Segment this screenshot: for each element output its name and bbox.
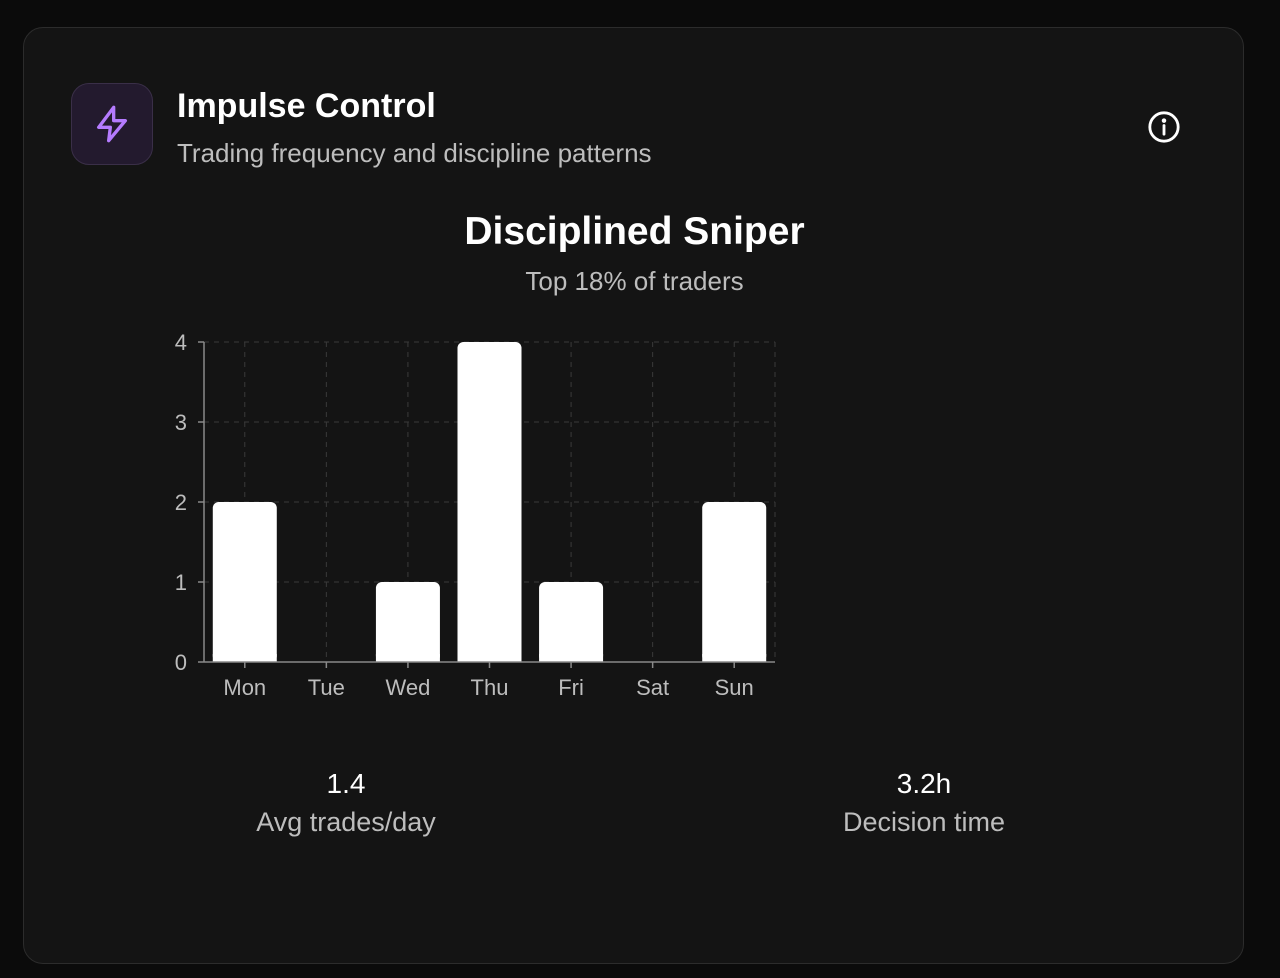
x-tick-label: Sat <box>636 675 669 700</box>
x-tick-label: Tue <box>308 675 345 700</box>
x-tick-label: Mon <box>223 675 266 700</box>
bar-base-fri <box>539 654 604 662</box>
stat-decision-time: 3.2h Decision time <box>764 766 1084 842</box>
rank-subtitle: Top 18% of traders <box>525 266 744 296</box>
stat-value: 1.4 <box>326 768 366 799</box>
y-tick-label: 2 <box>175 490 187 515</box>
chart-labels: 0 1 2 3 4 Mon Tue Wed Thu Fri Sat Sun <box>175 330 754 700</box>
chart-axes <box>198 341 775 668</box>
y-tick-label: 1 <box>175 570 187 595</box>
bar-base-thu <box>457 654 522 662</box>
icon-tile <box>71 83 153 165</box>
bar-fri[interactable] <box>539 582 604 662</box>
bar-thu[interactable] <box>457 342 522 662</box>
bar-sun[interactable] <box>702 502 767 662</box>
stat-avg-trades: 1.4 Avg trades/day <box>186 766 506 842</box>
stat-label: Decision time <box>842 807 1006 837</box>
bar-mon[interactable] <box>212 502 277 662</box>
weekly-trades-chart: 0 1 2 3 4 Mon Tue Wed Thu Fri Sat Sun <box>175 330 776 700</box>
bar-base-wed <box>375 654 440 662</box>
y-tick-label: 4 <box>175 330 187 355</box>
info-circle-icon <box>1148 111 1180 143</box>
bar-base-mon <box>212 654 277 662</box>
stat-value: 3.2h <box>896 768 952 799</box>
bar-base-sun <box>702 654 767 662</box>
y-tick-label: 0 <box>175 650 187 675</box>
chart-bars <box>212 342 767 662</box>
stat-label: Avg trades/day <box>256 807 436 837</box>
rank-title: Disciplined Sniper <box>464 210 805 253</box>
x-tick-label: Thu <box>471 675 509 700</box>
card-title: Impulse Control <box>177 87 436 125</box>
x-tick-label: Sun <box>715 675 754 700</box>
card-subtitle: Trading frequency and discipline pattern… <box>177 138 652 168</box>
x-tick-label: Fri <box>558 675 584 700</box>
x-tick-label: Wed <box>386 675 431 700</box>
bar-wed[interactable] <box>375 582 440 662</box>
lightning-bolt-icon <box>97 105 128 143</box>
impulse-control-card: Impulse Control Trading frequency and di… <box>23 27 1244 964</box>
y-tick-label: 3 <box>175 410 187 435</box>
info-button[interactable] <box>1144 107 1184 147</box>
